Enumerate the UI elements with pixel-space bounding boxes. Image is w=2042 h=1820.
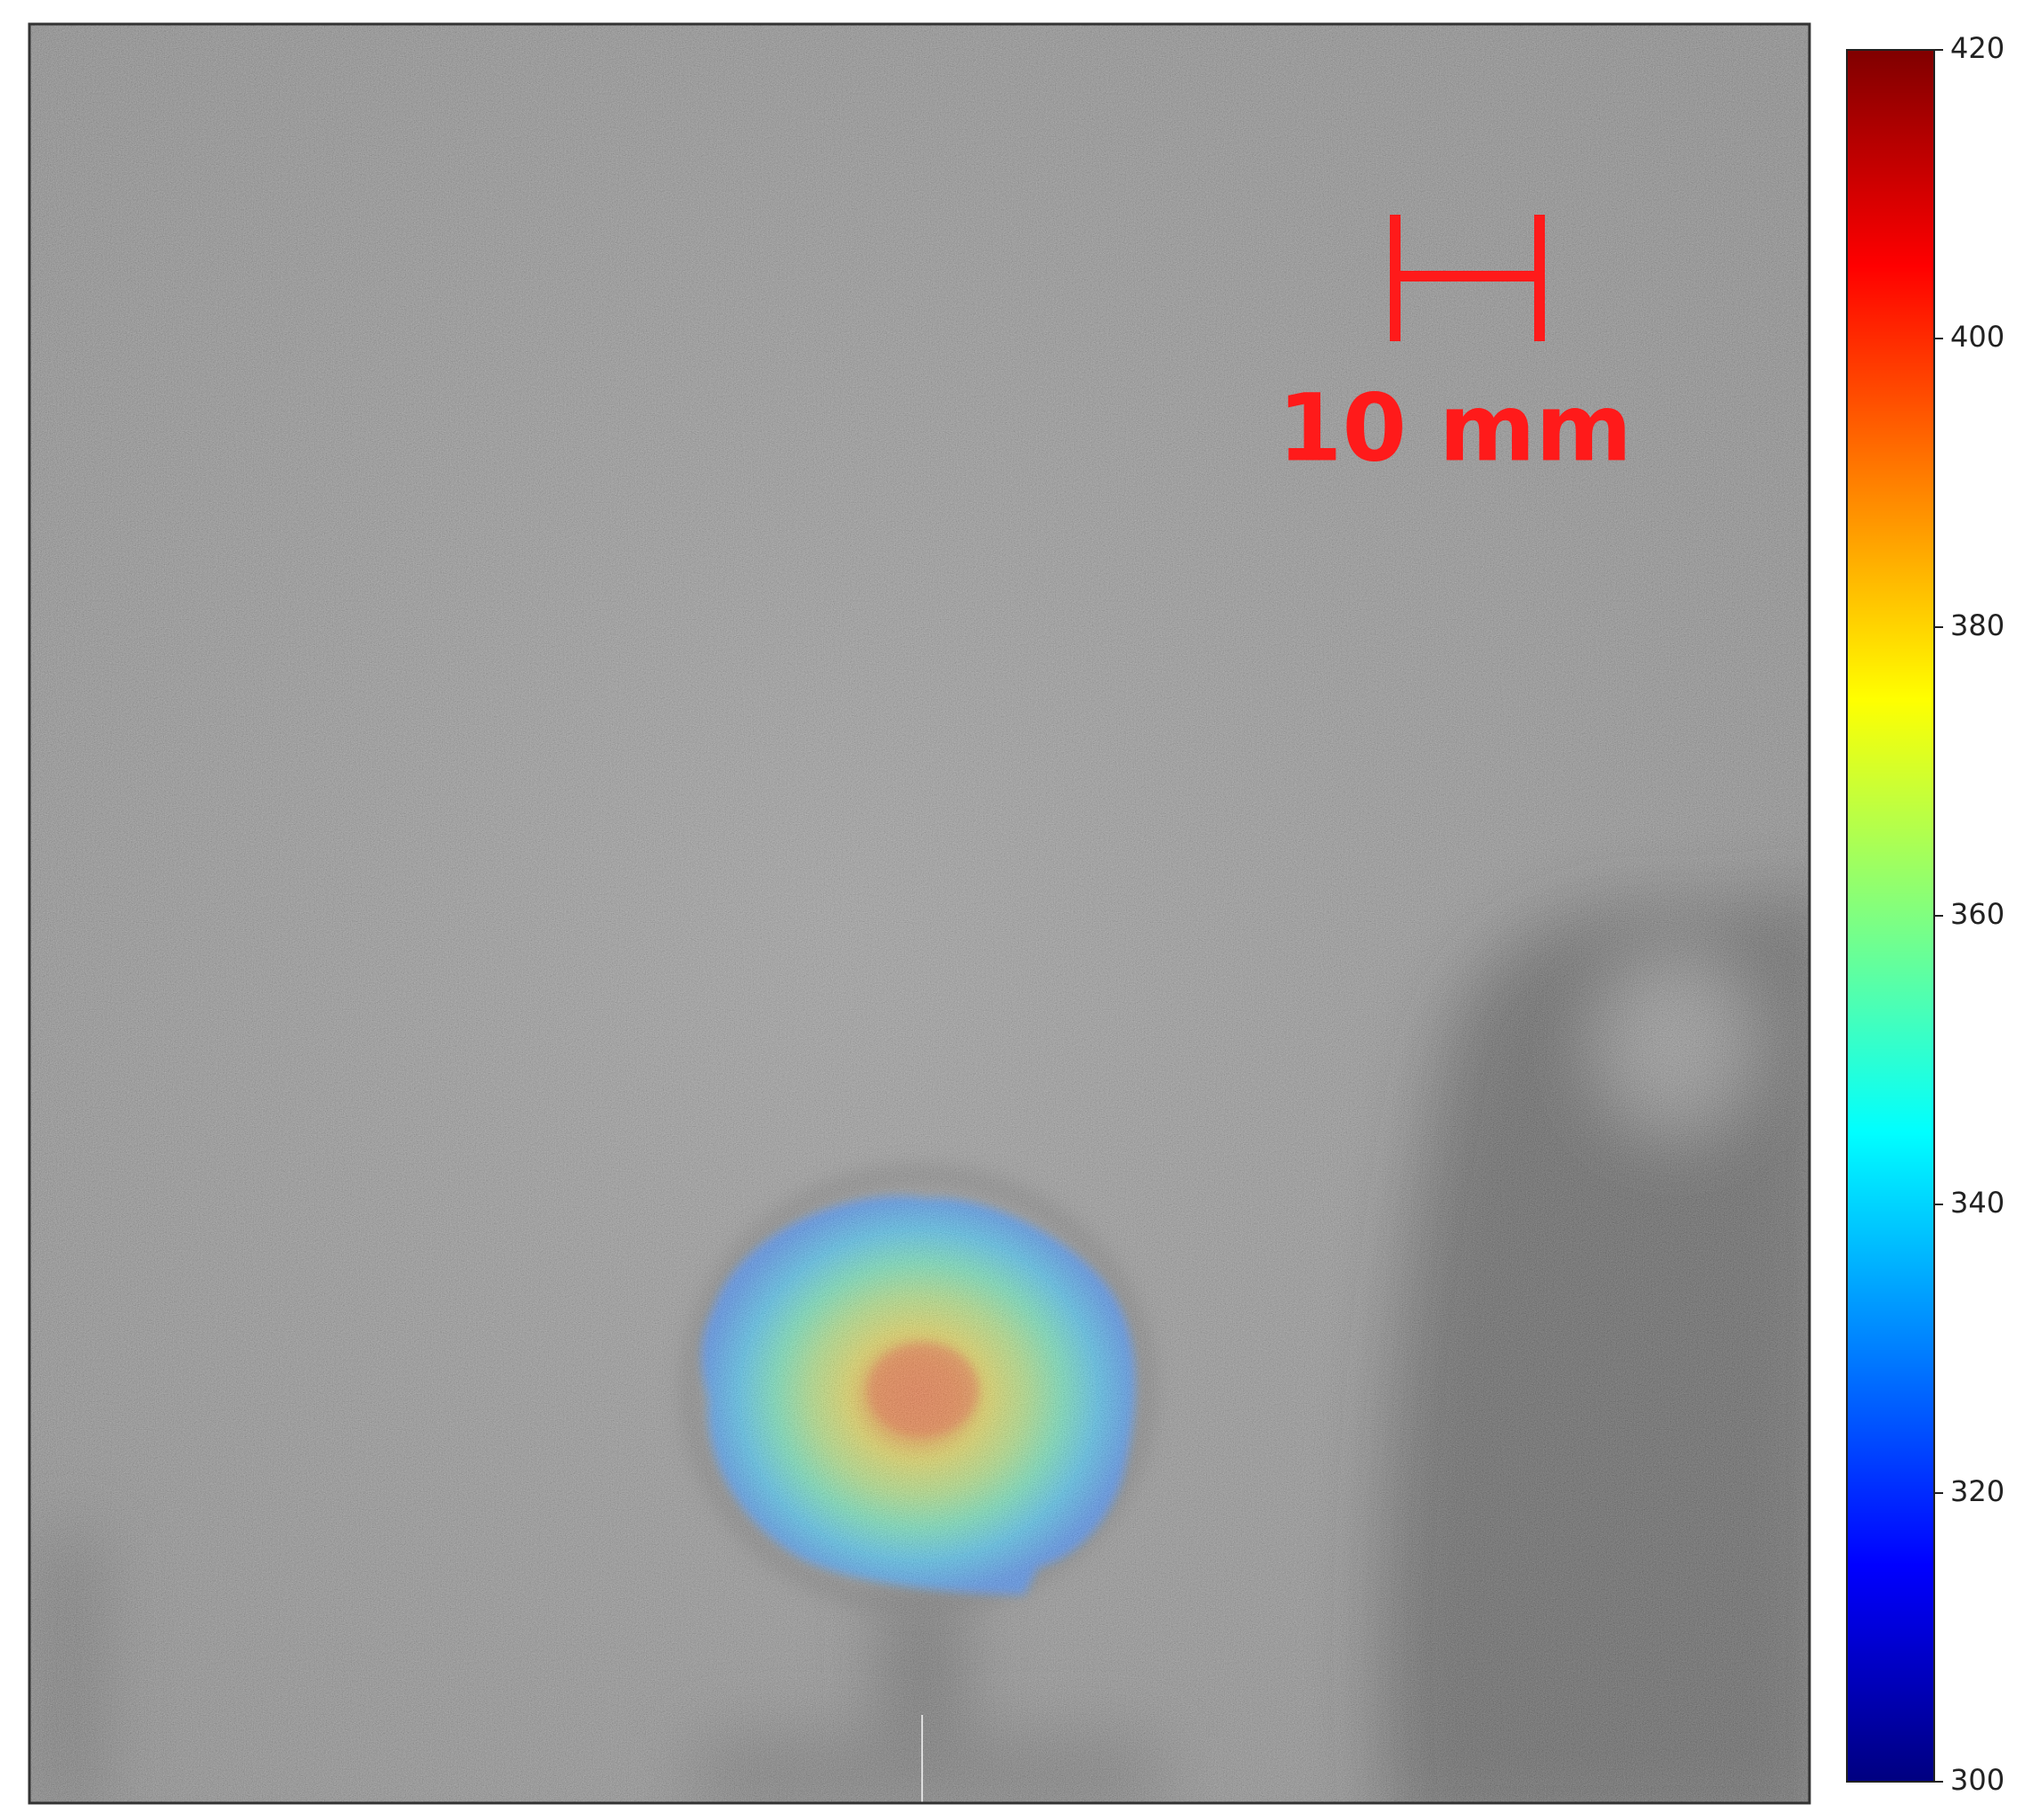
- colorbar: [1846, 49, 1935, 1783]
- colorbar-tick-label: 420: [1950, 31, 2005, 65]
- colorbar-tick-label: 360: [1950, 897, 2005, 931]
- colorbar-tick-label: 380: [1950, 608, 2005, 642]
- photo: [30, 25, 1809, 1802]
- image-frame: [28, 22, 1811, 1805]
- colorbar-tick-label: 320: [1950, 1474, 2005, 1508]
- colorbar-tick-label: 300: [1950, 1763, 2005, 1797]
- scale-bar-label: 10 mm: [1278, 373, 1632, 482]
- scale-bar: 10 mm: [1278, 215, 1632, 482]
- sensor-noise: [30, 25, 1809, 1802]
- colorbar-tick-label: 340: [1950, 1186, 2005, 1220]
- colorbar-tick-label: 400: [1950, 320, 2005, 354]
